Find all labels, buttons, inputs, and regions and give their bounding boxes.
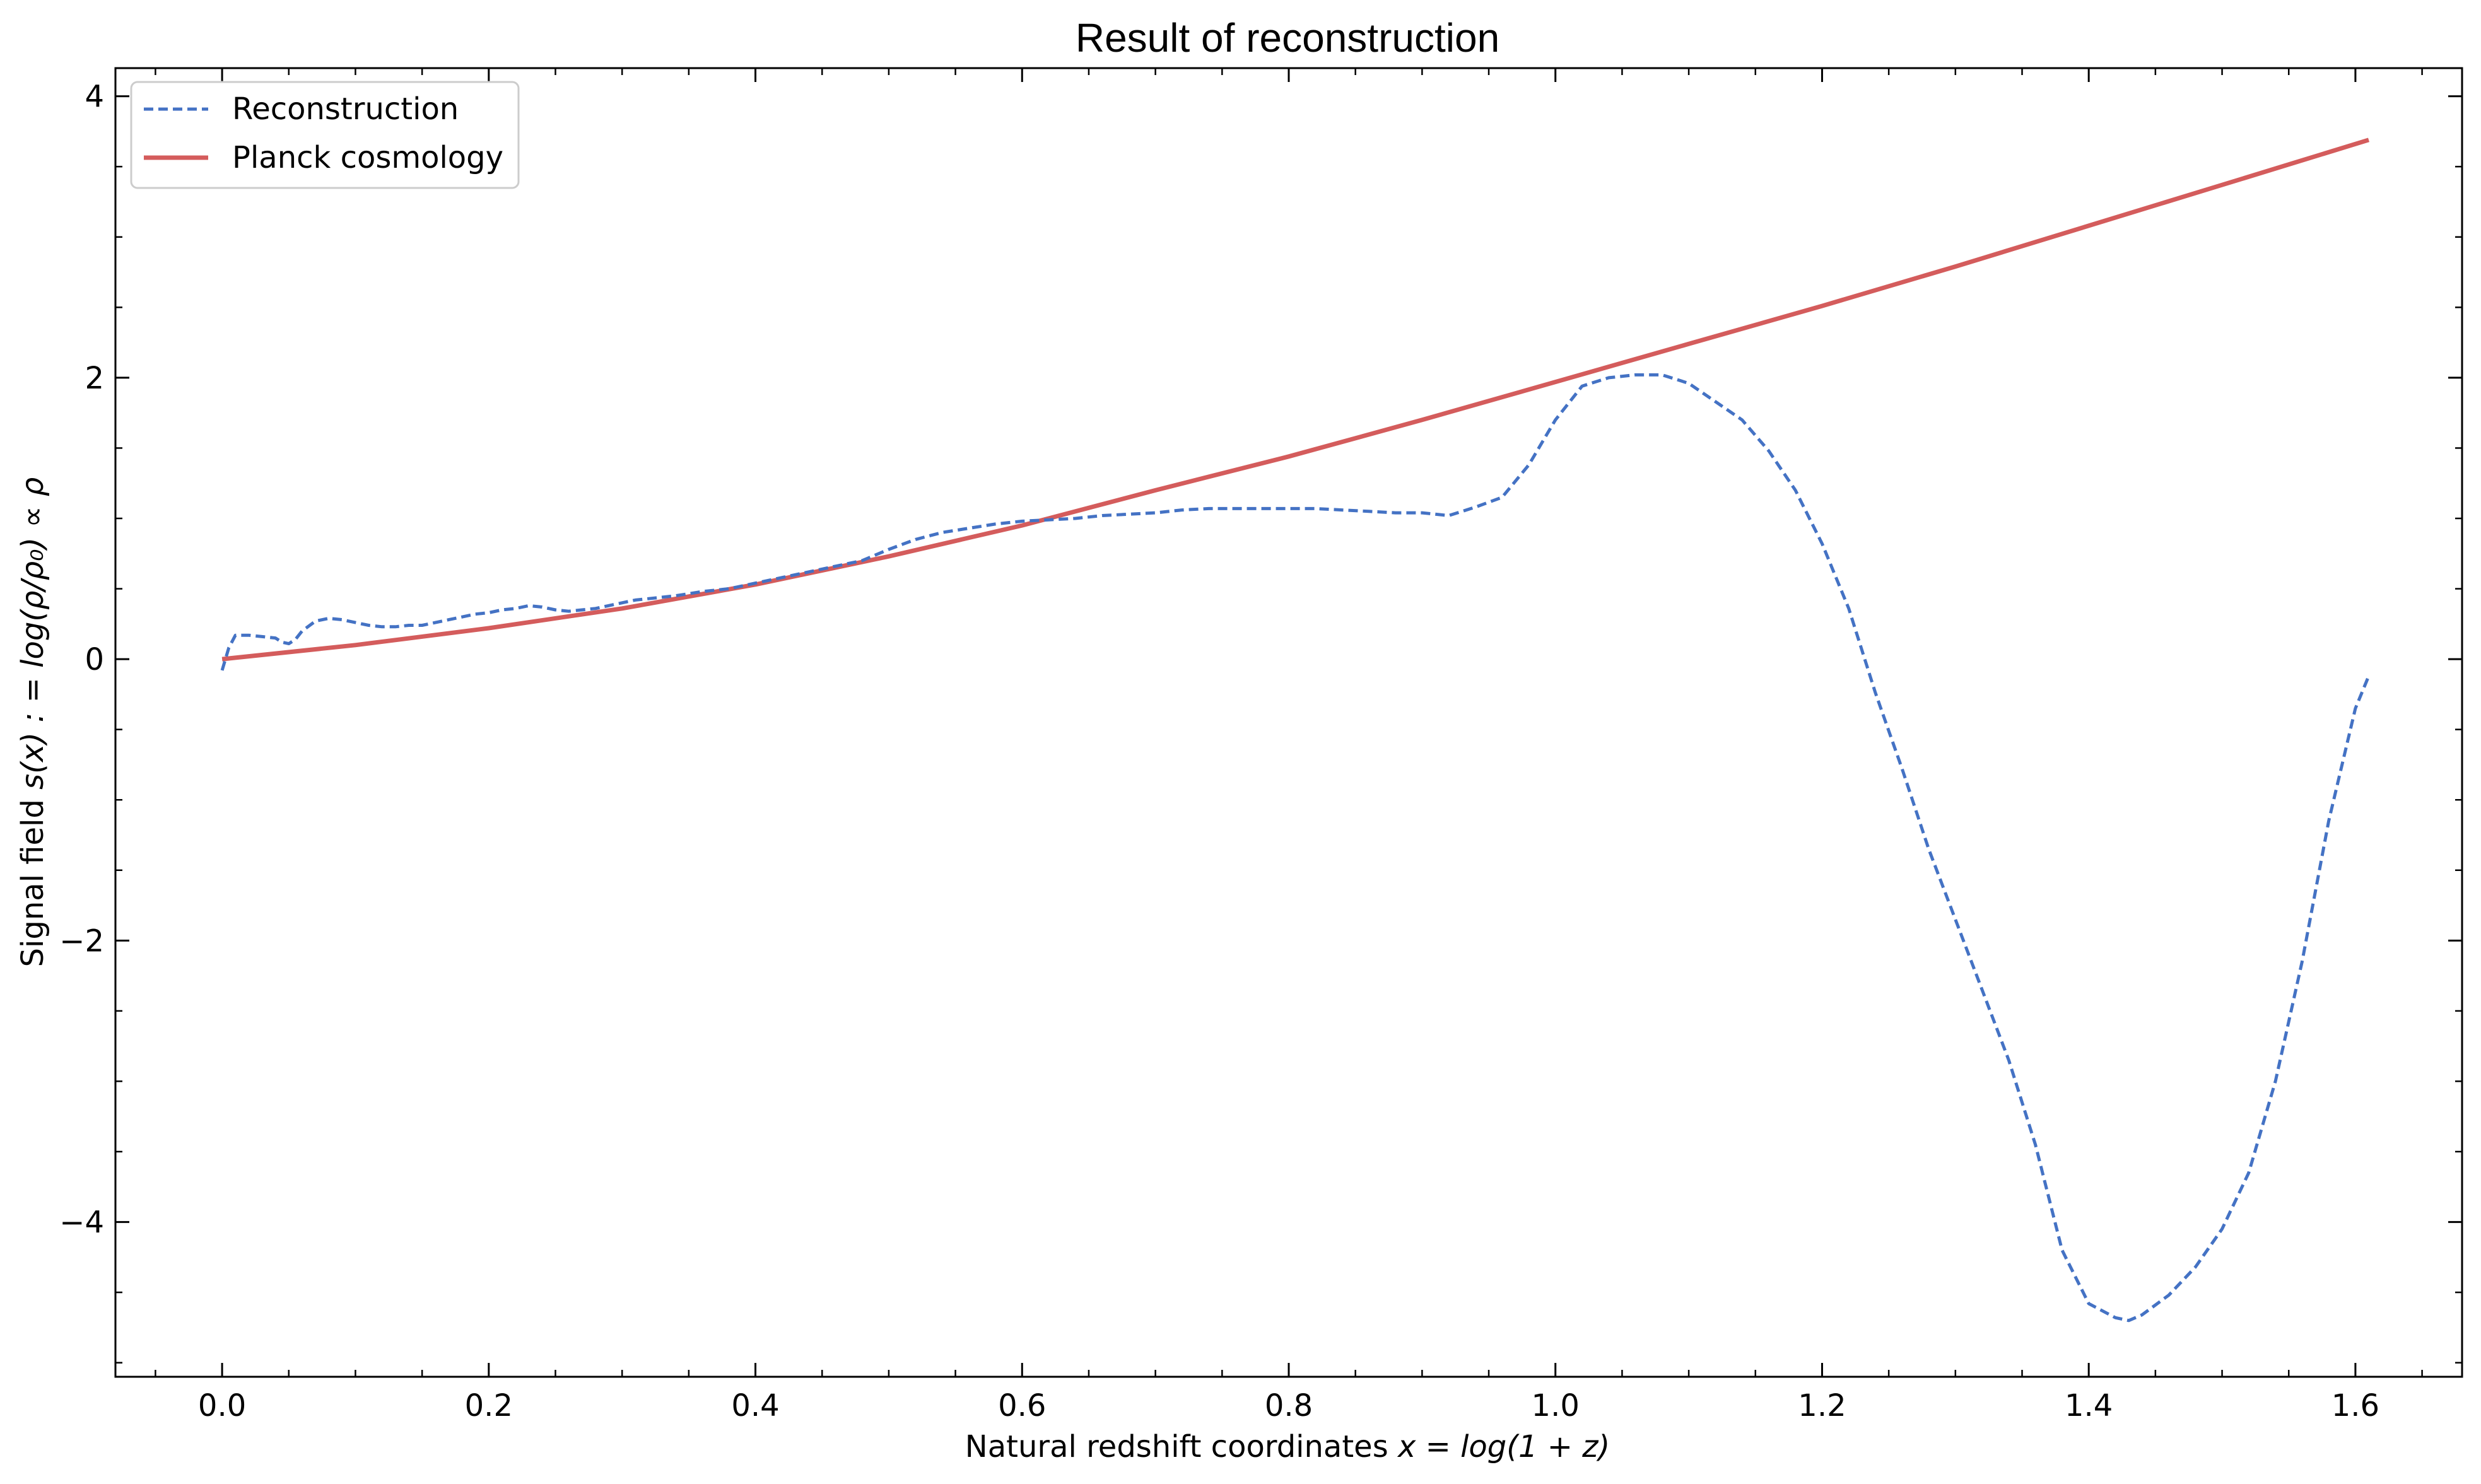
plot-frame: [114, 67, 2463, 1378]
y-tick-label: 0: [85, 642, 104, 677]
y-axis-label: Signal field s(x) : = log(ρ/ρ₀) ∝ ρ: [15, 477, 50, 967]
x-tick-label: 1.4: [2065, 1388, 2113, 1423]
y-axis-label-text: Signal field: [15, 790, 50, 967]
x-axis-label-math: x = log(1 + z): [1397, 1429, 1610, 1464]
chart-title: Result of reconstruction: [1076, 15, 1499, 61]
x-axis-label: Natural redshift coordinates x = log(1 +…: [965, 1429, 1610, 1464]
y-tick-label: −4: [59, 1205, 104, 1241]
major-ticks: [115, 68, 2462, 1377]
x-tick-label: 0.6: [998, 1388, 1046, 1423]
x-tick-label: 1.0: [1532, 1388, 1580, 1423]
x-tick-label: 1.2: [1798, 1388, 1846, 1423]
series-line-planck-cosmology: [221, 137, 2370, 662]
minor-ticks: [115, 68, 2462, 1377]
y-axis-label-math: s(x) : = log(ρ/ρ₀) ∝ ρ: [15, 477, 50, 790]
legend-box: [130, 81, 520, 189]
x-tick-label: 0.8: [1265, 1388, 1313, 1423]
y-tick-label: 4: [85, 79, 104, 115]
x-tick-label: 0.4: [731, 1388, 779, 1423]
legend-label-reconstruction: Reconstruction: [232, 91, 459, 127]
x-tick-label: 0.2: [465, 1388, 513, 1423]
y-tick-label: 2: [85, 361, 104, 396]
series-line-reconstruction: [220, 373, 2371, 1323]
legend: Reconstruction Planck cosmology: [130, 81, 520, 189]
x-tick-label: 0.0: [198, 1388, 246, 1423]
legend-label-planck-cosmology: Planck cosmology: [232, 140, 503, 175]
x-tick-label: 1.6: [2331, 1388, 2379, 1423]
x-axis-label-text: Natural redshift coordinates: [965, 1429, 1398, 1464]
tick-labels: 0.0 0.2 0.4 0.6 0.8 1.0 1.2 1.4 1.6 −4 −2 0 2 4: [59, 79, 2379, 1423]
series-layer: [220, 137, 2371, 1323]
y-tick-label: −2: [59, 923, 104, 959]
